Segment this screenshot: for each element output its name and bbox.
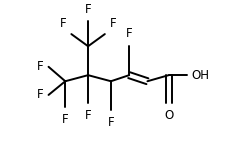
Text: F: F bbox=[126, 27, 132, 40]
Text: F: F bbox=[109, 17, 116, 30]
Text: F: F bbox=[37, 60, 44, 73]
Text: F: F bbox=[85, 109, 91, 122]
Text: F: F bbox=[85, 3, 91, 16]
Text: F: F bbox=[37, 88, 44, 101]
Text: OH: OH bbox=[192, 69, 209, 82]
Text: F: F bbox=[62, 113, 69, 126]
Text: O: O bbox=[164, 109, 173, 122]
Text: F: F bbox=[108, 116, 114, 129]
Text: F: F bbox=[60, 17, 67, 30]
